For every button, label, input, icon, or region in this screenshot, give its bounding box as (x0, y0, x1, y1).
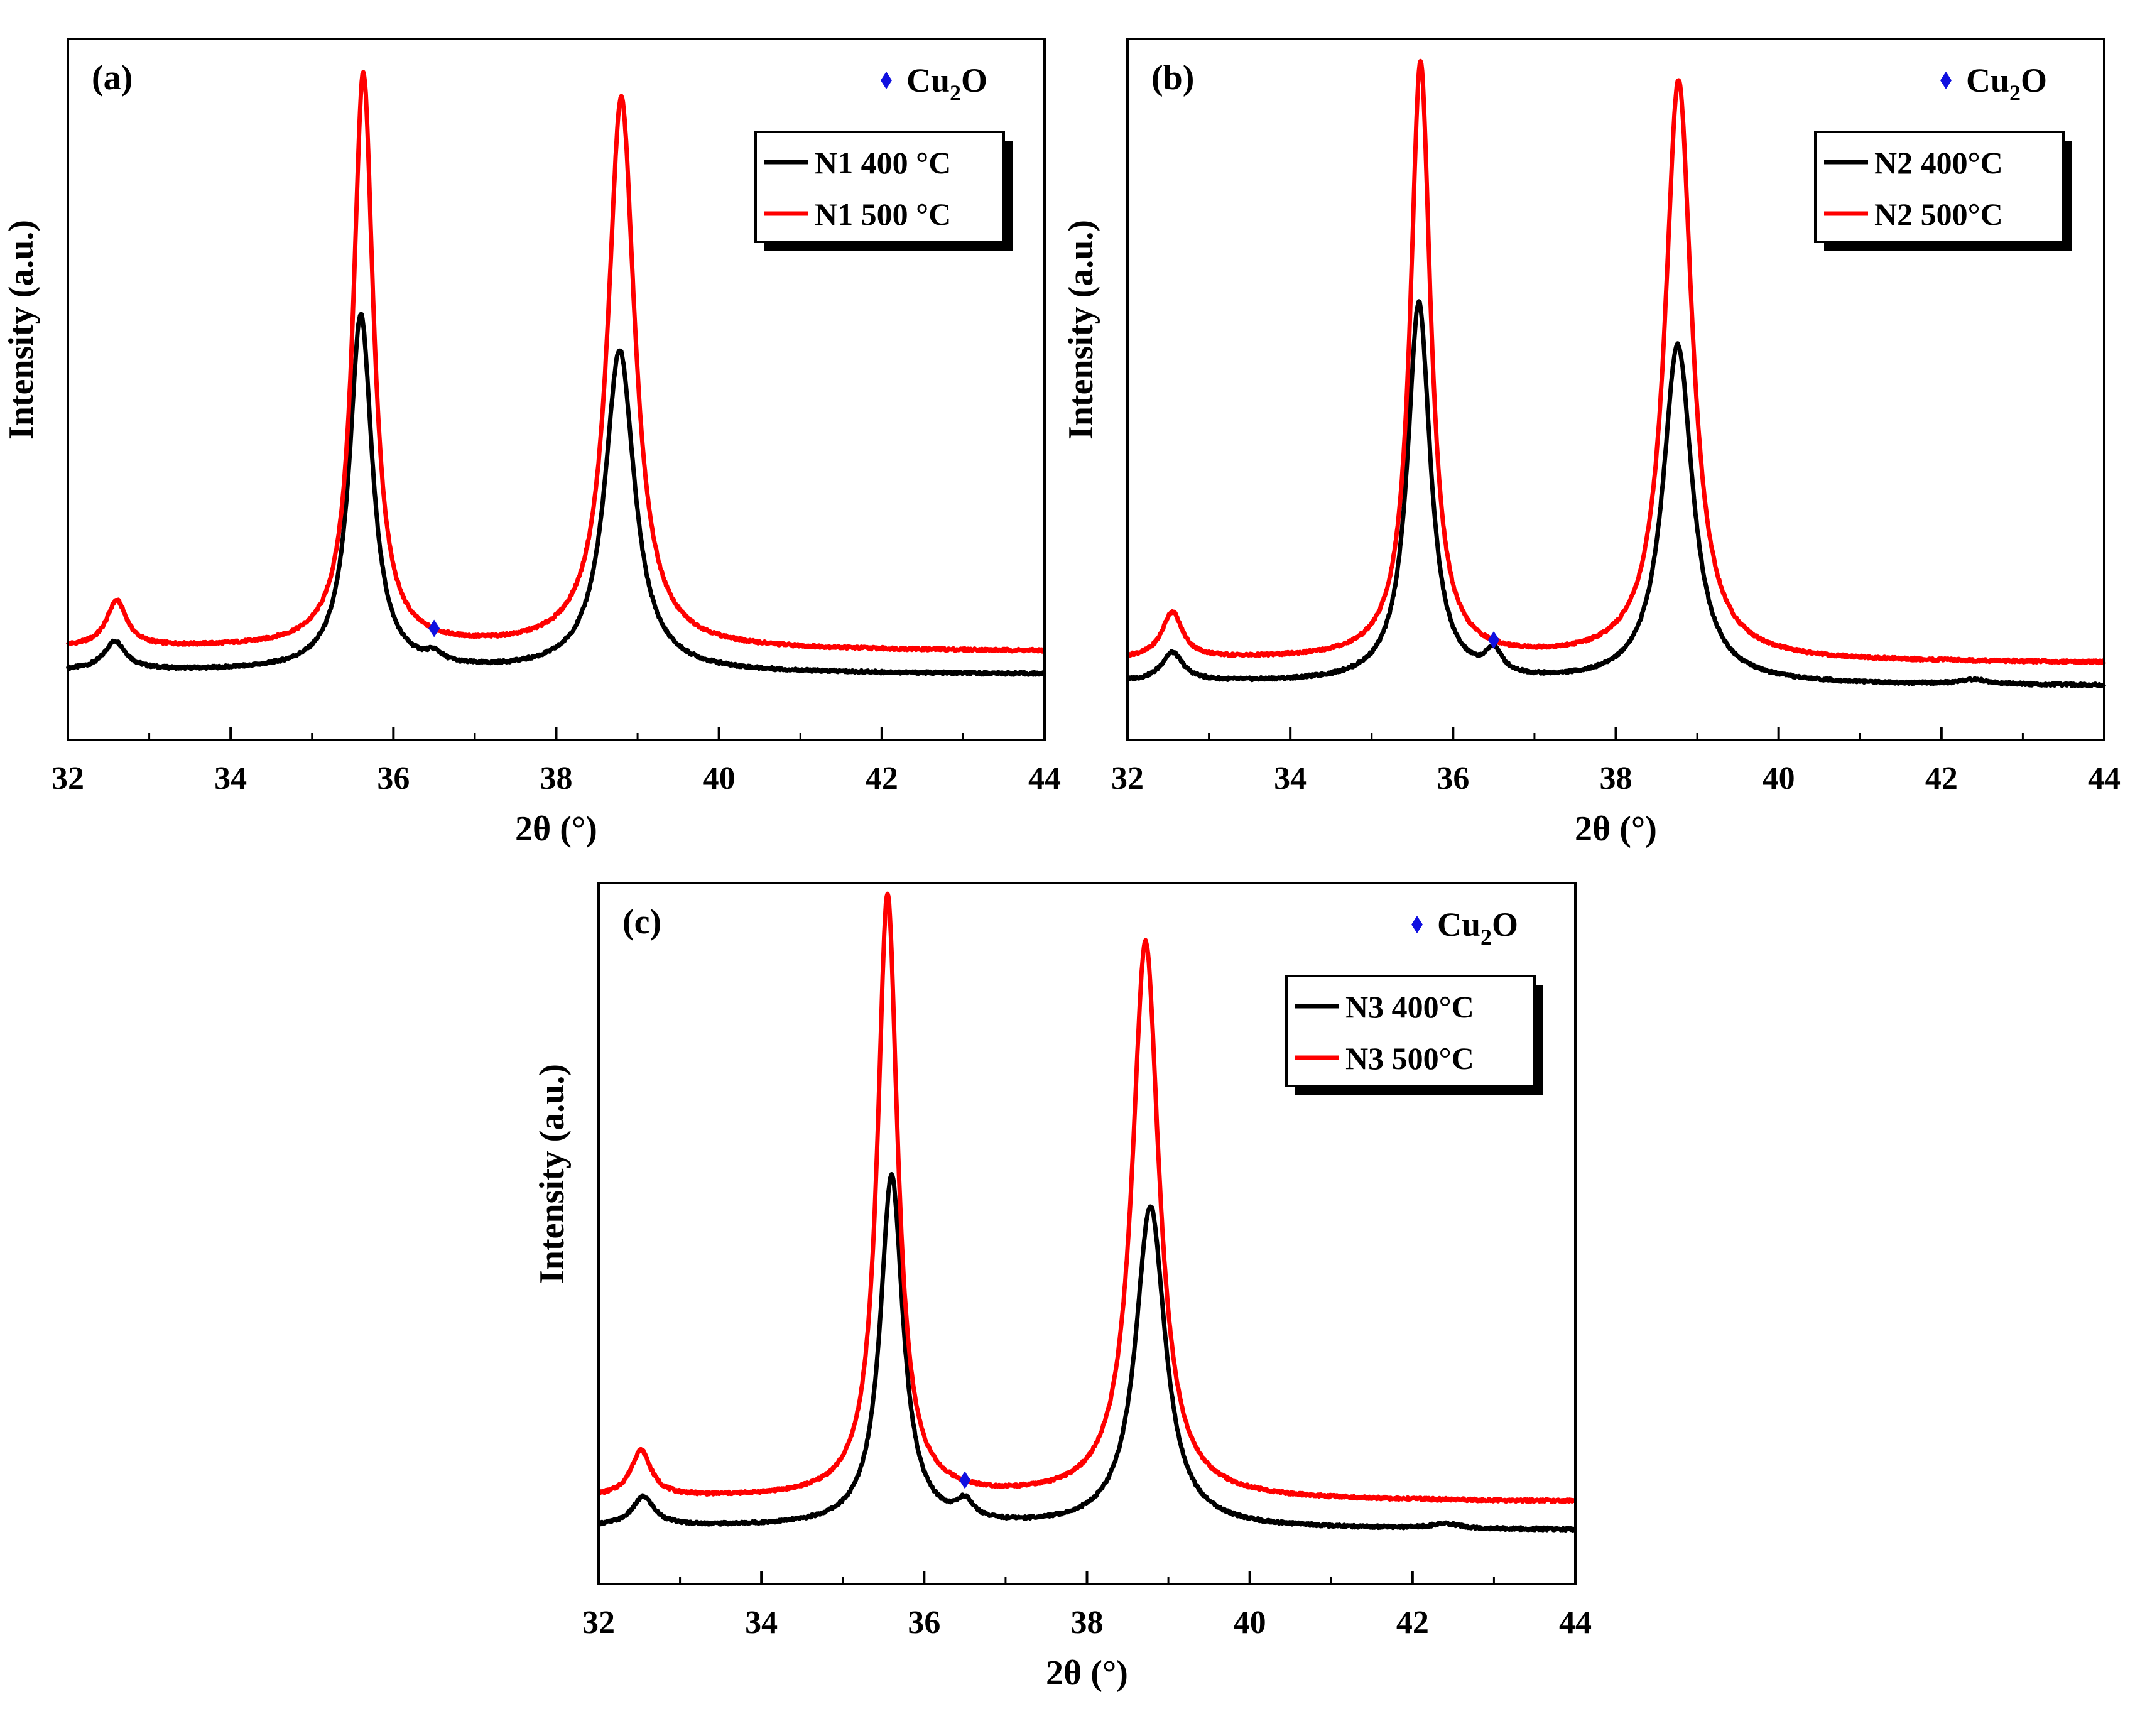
x-tick-label: 32 (582, 1605, 615, 1641)
panel-label: (a) (92, 58, 133, 97)
cu2o-marker-on-curve (428, 619, 440, 637)
x-axis-title: 2θ (°) (1046, 1654, 1128, 1693)
x-tick-label: 42 (866, 761, 898, 796)
cu2o-diamond-icon (1940, 72, 1952, 89)
cu2o-label-main: Cu (1966, 62, 2009, 99)
cu2o-label: Cu2O (1437, 906, 1518, 950)
y-axis-title: Intensity (a.u.) (533, 1064, 572, 1284)
cu2o-label-main: Cu (1437, 906, 1480, 943)
panel-label: (b) (1151, 58, 1194, 97)
legend-entry-label: N2 400°C (1874, 145, 2003, 180)
cu2o-label-main: Cu (906, 62, 950, 99)
legend-box (1285, 975, 1536, 1087)
x-tick-label: 34 (1274, 761, 1307, 796)
legend-entry-label: N1 500 °C (815, 197, 951, 232)
series-line-500 (1125, 58, 2107, 666)
x-tick-label: 40 (703, 761, 736, 796)
chart-panel-a: 32 34 36 38 40 42 44 2θ (°) Intensity (a.u.) (a) C… (2, 38, 1061, 849)
x-tick-label: 44 (2088, 761, 2121, 796)
legend-box (754, 131, 1005, 243)
x-tick-label: 36 (1437, 761, 1469, 796)
legend-entry-label: N1 400 °C (815, 145, 951, 180)
cu2o-diamond-icon (881, 72, 892, 89)
series-line-400 (597, 1172, 1577, 1533)
x-tick-label: 38 (540, 761, 573, 796)
legend: N3 400°C N3 500°C (1285, 975, 1543, 1095)
chart-panel-b: 32 34 36 38 40 42 44 2θ (°) Intensity (a.u.) (b) C… (1062, 38, 2121, 849)
y-axis-title: Intensity (a.u.) (2, 220, 41, 440)
x-tick-label: 42 (1925, 761, 1958, 796)
legend-entry-label: N3 500°C (1345, 1041, 1474, 1076)
x-tick-label: 44 (1559, 1605, 1592, 1641)
cu2o-label-tail: O (2021, 62, 2047, 99)
cu2o-label-sub: 2 (2009, 80, 2021, 106)
series-line-400 (1126, 299, 2107, 688)
cu2o-label-sub: 2 (950, 80, 961, 106)
x-tick-label: 36 (377, 761, 410, 796)
cu2o-annotation: Cu2O (1411, 906, 1518, 950)
cu2o-annotation: Cu2O (881, 62, 987, 106)
legend: N1 400 °C N1 500 °C (754, 131, 1013, 251)
x-tick-label: 38 (1600, 761, 1632, 796)
x-tick-label: 40 (1234, 1605, 1266, 1641)
cu2o-diamond-icon (1411, 916, 1423, 933)
y-axis-title: Intensity (a.u.) (1062, 220, 1100, 440)
legend-entry-label: N2 500°C (1874, 197, 2003, 232)
legend-entry-label: N3 400°C (1345, 989, 1474, 1024)
x-tick-label: 42 (1396, 1605, 1429, 1641)
x-axis-title: 2θ (°) (515, 810, 597, 849)
panel-label: (c) (622, 903, 661, 941)
x-tick-label: 32 (1111, 761, 1144, 796)
cu2o-label-tail: O (961, 62, 987, 99)
panels-group: 32 34 36 38 40 42 44 2θ (°) Intensity (a.u.) (a) C… (2, 38, 2121, 1693)
x-axis-title: 2θ (°) (1575, 810, 1657, 849)
cu2o-label: Cu2O (1966, 62, 2047, 106)
series-line-500 (597, 891, 1577, 1504)
x-tick-label: 34 (745, 1605, 778, 1641)
cu2o-label-sub: 2 (1480, 925, 1492, 950)
cu2o-label-tail: O (1492, 906, 1518, 943)
x-tick-label: 32 (52, 761, 84, 796)
x-tick-label: 34 (214, 761, 247, 796)
cu2o-annotation: Cu2O (1940, 62, 2047, 106)
legend: N2 400°C N2 500°C (1814, 131, 2072, 251)
legend-box (1814, 131, 2065, 243)
x-tick-label: 38 (1071, 1605, 1104, 1641)
x-tick-label: 44 (1028, 761, 1061, 796)
series-line-500 (65, 70, 1046, 654)
x-tick-label: 36 (908, 1605, 940, 1641)
cu2o-marker-on-curve (1488, 631, 1500, 649)
cu2o-marker-on-curve (959, 1471, 971, 1489)
x-tick-label: 40 (1763, 761, 1795, 796)
chart-panel-c: 32 34 36 38 40 42 44 2θ (°) Intensity (a.u.) (c) C… (533, 882, 1592, 1693)
cu2o-label: Cu2O (906, 62, 987, 106)
series-line-400 (65, 312, 1047, 677)
